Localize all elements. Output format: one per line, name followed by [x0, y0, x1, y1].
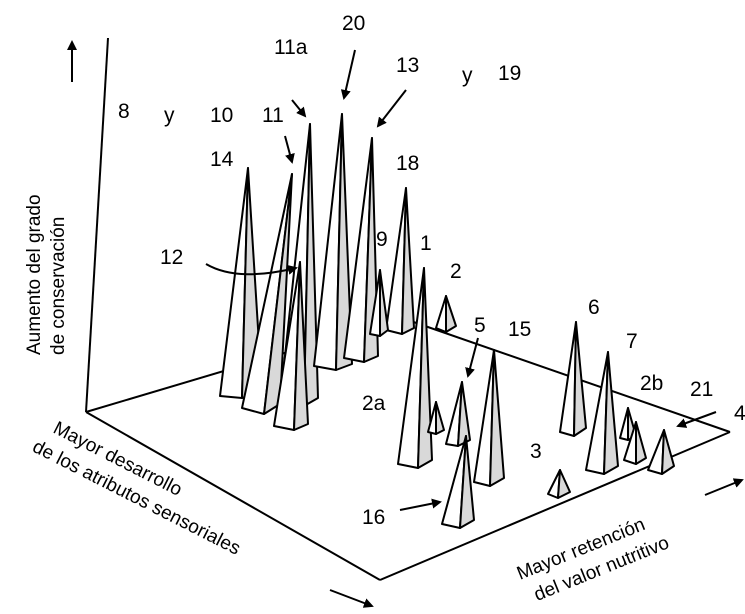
- label-6: 6: [588, 296, 600, 319]
- axis-arrows: [67, 40, 744, 608]
- vertical-axis-line-1: Aumento del grado: [24, 194, 45, 355]
- vertical-edge: [85, 37, 109, 413]
- label-11: 11: [262, 104, 284, 127]
- label-16: 16: [362, 506, 385, 529]
- left-axis-title: Mayor desarrollo de los atributos sensor…: [29, 418, 244, 560]
- label-5: 5: [474, 314, 486, 337]
- label-3: 3: [530, 440, 542, 463]
- pointer-5: [465, 337, 479, 378]
- label-y-2: y: [462, 64, 473, 87]
- left-axis-line-2: de los atributos sensoriales: [29, 436, 244, 559]
- label-10: 10: [210, 104, 233, 127]
- left-axis-arrow: [329, 589, 374, 608]
- label-2b: 2b: [640, 372, 663, 395]
- label-y-1: y: [164, 104, 175, 127]
- label-20: 20: [342, 12, 365, 35]
- pointer-21: [676, 411, 717, 428]
- label-7: 7: [626, 330, 638, 353]
- pointer-20: [340, 49, 356, 100]
- spike-9: [369, 269, 389, 337]
- label-1: 1: [420, 232, 432, 255]
- front-left-edge: [85, 411, 381, 581]
- vertical-axis-line-2: de conservación: [48, 217, 69, 355]
- spike-1: [397, 267, 433, 469]
- label-12: 12: [160, 246, 183, 269]
- spike-labels: 8 y 10 11 11a 20 13 y 19 14 18 9 1 12 2 …: [118, 12, 745, 529]
- label-8: 8: [118, 100, 130, 123]
- spike-6: [559, 321, 587, 437]
- label-4: 4: [734, 402, 745, 425]
- label-14: 14: [210, 148, 234, 171]
- right-axis-arrow: [704, 478, 744, 496]
- pointer-11: [284, 135, 295, 164]
- label-13: 13: [396, 54, 419, 77]
- spike-20: [313, 113, 353, 371]
- label-21: 21: [690, 378, 713, 401]
- label-2: 2: [450, 260, 462, 283]
- label-18: 18: [396, 152, 419, 175]
- spike-small-a: [623, 421, 647, 465]
- label-9: 9: [376, 228, 388, 251]
- label-11a: 11a: [274, 36, 308, 59]
- right-axis-title: Mayor retención del valor nutritivo: [514, 514, 672, 606]
- spike-16: [441, 435, 475, 529]
- spike-21: [647, 429, 675, 475]
- label-2a: 2a: [362, 392, 386, 415]
- pointer-12: [205, 263, 298, 276]
- spike-18: [385, 187, 415, 335]
- spike-12: [273, 261, 309, 431]
- label-pointers: [205, 49, 717, 511]
- spike-3: [547, 469, 571, 499]
- pointer-13: [376, 89, 407, 128]
- label-19: 19: [498, 62, 521, 85]
- spike-7: [585, 351, 619, 475]
- spike-15: [473, 349, 505, 487]
- pointer-11a: [291, 99, 307, 118]
- vertical-axis-title: Aumento del grado de conservación: [24, 194, 69, 355]
- pointer-16: [399, 498, 442, 511]
- right-floor-edge: [401, 317, 731, 433]
- spike-2: [435, 295, 457, 333]
- label-15: 15: [508, 318, 531, 341]
- spike-11: [241, 173, 293, 415]
- spikes: [219, 113, 675, 529]
- spike-2a: [427, 401, 445, 435]
